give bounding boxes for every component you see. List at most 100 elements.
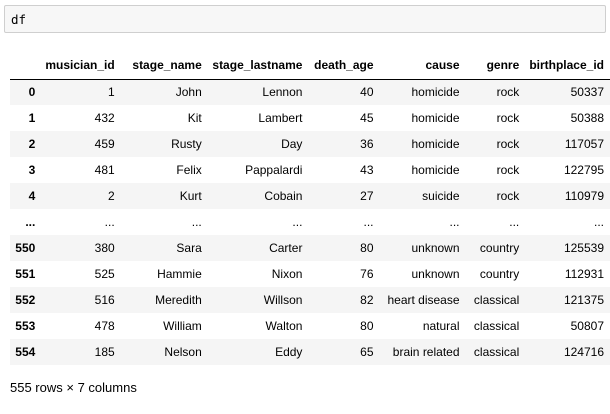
cell-genre: classical: [473, 345, 520, 359]
cell-death-age: 45: [360, 111, 374, 125]
dataframe-table: musician_id stage_name stage_lastname de…: [10, 52, 610, 365]
table-row: 2 459 Rusty Day 36 homicide rock 117057: [10, 131, 610, 157]
table-row: 552 516 Meredith Willson 82 heart disease clas…: [10, 287, 610, 313]
code-cell-input[interactable]: df: [4, 5, 606, 33]
cell-cause: homicide: [411, 111, 460, 125]
cell-stage-lastname: Cobain: [264, 189, 303, 203]
cell-death-age: 80: [360, 319, 374, 333]
column-header-genre: genre: [465, 52, 526, 80]
cell-musician-id: 1: [108, 85, 115, 100]
cell-birthplace-id: 112931: [564, 267, 604, 281]
cell-birthplace-id: 117057: [564, 137, 604, 151]
cell-stage-name: Nelson: [164, 345, 202, 359]
cell-musician-id: 185: [94, 345, 115, 359]
cell-death-age: 43: [360, 163, 374, 177]
cell-birthplace-id: 50337: [570, 85, 604, 100]
cell-birthplace-id: 50807: [570, 319, 604, 333]
cell-birthplace-id: 50388: [570, 111, 604, 125]
column-header-musician-id: musician_id: [41, 52, 121, 80]
cell-stage-name: John: [175, 85, 202, 100]
cell-stage-lastname: Lambert: [258, 111, 303, 125]
cell-genre: rock: [496, 189, 520, 203]
cell-stage-lastname: Eddy: [275, 345, 303, 359]
cell-death-age: 36: [360, 137, 374, 151]
row-index-cell: 3: [28, 163, 36, 177]
row-index-cell: 553: [15, 319, 36, 333]
cell-musician-id: 516: [94, 293, 115, 307]
cell-stage-lastname: ...: [292, 215, 303, 229]
cell-genre: rock: [496, 85, 520, 100]
cell-musician-id: 481: [94, 163, 115, 177]
cell-genre: classical: [473, 293, 520, 307]
table-row: 1 432 Kit Lambert 45 homicide rock 50388: [10, 105, 610, 131]
cell-stage-lastname: Walton: [265, 319, 303, 333]
cell-stage-name: Hammie: [157, 267, 202, 281]
cell-stage-name: Kurt: [179, 189, 202, 203]
ellipsis-row: ........................: [10, 209, 610, 235]
column-header-birthplace-id: birthplace_id: [525, 52, 610, 80]
cell-stage-name: Sara: [176, 241, 202, 255]
cell-genre: rock: [496, 111, 520, 125]
cell-genre: classical: [473, 319, 520, 333]
cell-stage-lastname: Nixon: [271, 267, 303, 281]
cell-stage-name: Felix: [176, 163, 202, 177]
cell-stage-lastname: Carter: [269, 241, 303, 255]
cell-stage-lastname: Pappalardi: [245, 163, 303, 177]
cell-cause: homicide: [411, 137, 460, 151]
dataframe-shape-summary: 555 rows × 7 columns: [10, 380, 137, 395]
row-index-cell: 550: [15, 241, 36, 255]
table-body: 0 1 John Lennon 40 homicide rock 50337 1 432 Kit La…: [10, 79, 610, 365]
cell-cause: homicide: [411, 163, 460, 177]
cell-genre: rock: [496, 137, 520, 151]
cell-stage-name: ...: [191, 215, 202, 229]
table-row: 554 185 Nelson Eddy 65 brain related classical…: [10, 339, 610, 365]
table-row: 0 1 John Lennon 40 homicide rock 50337: [10, 79, 610, 105]
column-header-cause: cause: [379, 52, 466, 80]
cell-cause: brain related: [392, 345, 460, 359]
cell-death-age: ...: [363, 215, 374, 229]
row-index-cell: ...: [25, 215, 36, 229]
cell-birthplace-id: 121375: [563, 293, 604, 307]
cell-stage-name: Rusty: [171, 137, 202, 151]
cell-birthplace-id: ...: [593, 215, 604, 229]
column-header-stage-lastname: stage_lastname: [207, 52, 309, 80]
cell-death-age: 80: [360, 241, 374, 255]
code-text: df: [11, 12, 27, 27]
cell-death-age: 27: [360, 189, 374, 203]
cell-cause: unknown: [411, 267, 460, 281]
cell-death-age: 82: [360, 293, 374, 307]
column-header-death-age: death_age: [308, 52, 380, 80]
table-row: 553 478 William Walton 80 natural classical 508…: [10, 313, 610, 339]
cell-cause: homicide: [411, 85, 460, 100]
cell-musician-id: ...: [104, 215, 115, 229]
cell-musician-id: 478: [94, 319, 115, 333]
cell-musician-id: 432: [94, 111, 115, 125]
cell-birthplace-id: 110979: [564, 189, 604, 203]
cell-genre: ...: [509, 215, 520, 229]
cell-cause: suicide: [422, 189, 460, 203]
row-index-cell: 1: [28, 111, 36, 125]
table-row: 3 481 Felix Pappalardi 43 homicide rock 122795: [10, 157, 610, 183]
cell-musician-id: 525: [94, 267, 115, 281]
cell-death-age: 65: [360, 345, 374, 359]
table-row: 550 380 Sara Carter 80 unknown country 125539: [10, 235, 610, 261]
cell-stage-name: Kit: [187, 111, 202, 125]
cell-death-age: 40: [360, 85, 374, 100]
row-index-cell: 551: [15, 267, 36, 281]
column-header-stage-name: stage_name: [120, 52, 208, 80]
cell-birthplace-id: 124716: [563, 345, 604, 359]
cell-stage-lastname: Day: [281, 137, 303, 151]
cell-genre: country: [479, 267, 520, 281]
table-row: 4 2 Kurt Cobain 27 suicide rock 110979: [10, 183, 610, 209]
index-header: [10, 52, 42, 80]
table-row: 551 525 Hammie Nixon 76 unknown country 112931: [10, 261, 610, 287]
row-index-cell: 0: [28, 85, 36, 100]
cell-musician-id: 380: [94, 241, 115, 255]
cell-stage-name: William: [163, 319, 202, 333]
cell-cause: unknown: [411, 241, 460, 255]
cell-stage-lastname: Willson: [263, 293, 303, 307]
cell-birthplace-id: 122795: [563, 163, 604, 177]
cell-genre: country: [479, 241, 520, 255]
row-index-cell: 554: [15, 345, 36, 359]
header-row: musician_id stage_name stage_lastname de…: [10, 52, 610, 80]
